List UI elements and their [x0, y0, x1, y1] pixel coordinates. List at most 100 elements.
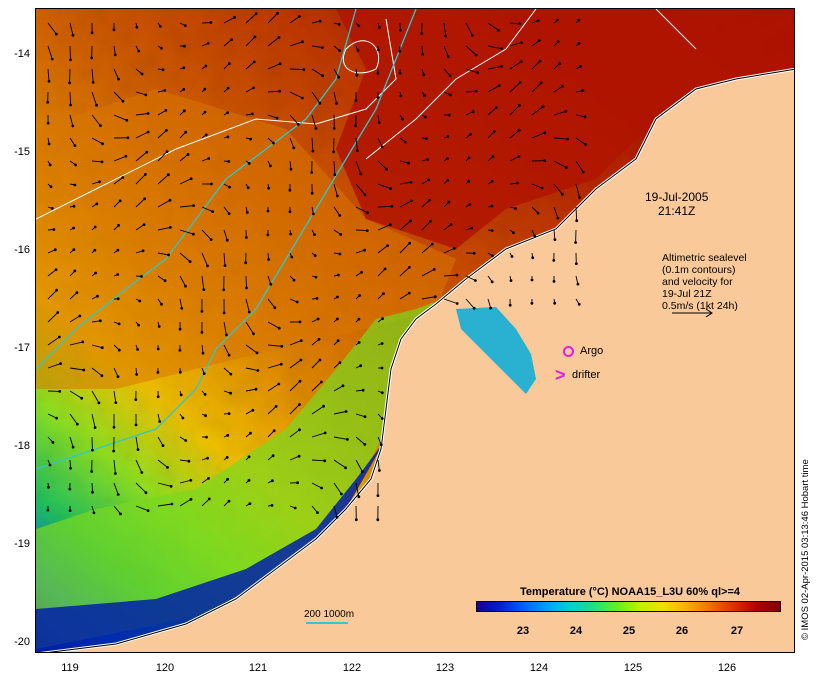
velocity-arrow-head: [401, 117, 404, 121]
velocity-arrow-head: [512, 231, 515, 235]
velocity-arrow: [377, 224, 391, 231]
velocity-arrow-head: [116, 493, 120, 496]
velocity-arrow-head: [56, 311, 60, 314]
velocity-arrow-head: [96, 294, 99, 298]
velocity-arrow-head: [320, 486, 323, 490]
velocity-arrow: [267, 430, 275, 438]
sst-map: [36, 9, 794, 652]
velocity-arrow-head: [376, 71, 380, 75]
velocity-arrow-head: [126, 136, 130, 140]
velocity-arrow: [487, 131, 495, 139]
velocity-arrow-head: [299, 358, 303, 362]
velocity-arrow: [575, 114, 586, 118]
velocity-arrow-head: [47, 79, 51, 83]
velocity-arrow-head: [447, 200, 451, 204]
velocity-arrow-head: [78, 314, 82, 318]
velocity-arrow-head: [298, 320, 302, 324]
orange-water-region: [36, 89, 456, 389]
velocity-arrow-head: [363, 248, 366, 252]
x-tick-label: 122: [342, 662, 362, 674]
velocity-arrow-head: [182, 88, 186, 91]
velocity-arrow: [91, 137, 103, 145]
velocity-arrow-head: [490, 204, 494, 208]
velocity-arrow-head: [146, 112, 150, 115]
velocity-arrow-head: [227, 412, 231, 415]
velocity-arrow: [377, 459, 380, 471]
velocity-arrow-head: [467, 156, 471, 160]
velocity-arrow: [91, 91, 97, 106]
velocity-arrow-head: [202, 372, 206, 375]
velocity-arrow-head: [135, 373, 138, 376]
velocity-arrow-head: [539, 81, 543, 85]
velocity-arrow-head: [169, 226, 172, 229]
velocity-arrow: [289, 404, 300, 415]
velocity-arrow-head: [338, 252, 342, 256]
drifter-label: drifter: [572, 369, 601, 381]
velocity-arrow-head: [340, 492, 343, 496]
velocity-arrow-head: [50, 57, 54, 61]
velocity-arrow-head: [295, 300, 299, 304]
velocity-arrow: [289, 380, 301, 392]
velocity-arrow-head: [520, 41, 523, 44]
velocity-arrow-head: [125, 118, 129, 122]
x-tick-label: 124: [529, 662, 549, 674]
velocity-arrow-head: [71, 33, 75, 37]
velocity-arrow-head: [90, 56, 94, 60]
velocity-arrow: [443, 45, 449, 57]
velocity-arrow-head: [118, 199, 122, 203]
velocity-arrow-head: [156, 371, 160, 374]
velocity-arrow-head: [252, 86, 256, 90]
velocity-arrow-head: [583, 115, 587, 119]
velocity-arrow: [421, 296, 436, 300]
velocity-arrow-head: [189, 177, 193, 181]
velocity-arrow: [223, 367, 232, 375]
velocity-arrow-head: [421, 52, 424, 56]
velocity-arrow-head: [93, 426, 97, 429]
velocity-arrow-head: [203, 87, 207, 91]
velocity-arrow: [157, 174, 169, 185]
velocity-arrow-head: [160, 46, 163, 50]
velocity-arrow: [91, 68, 94, 83]
velocity-arrow: [267, 90, 280, 93]
velocity-arrow-head: [169, 484, 173, 488]
velocity-arrow-head: [336, 194, 339, 198]
altimetry-line: Altimetric sealevel: [662, 252, 747, 264]
velocity-arrow-head: [323, 459, 327, 463]
velocity-arrow-head: [449, 222, 453, 226]
velocity-arrow-head: [472, 251, 476, 255]
velocity-arrow-head: [204, 64, 208, 68]
velocity-arrow-head: [160, 302, 163, 306]
velocity-arrow-head: [71, 124, 75, 128]
velocity-arrow-head: [561, 192, 564, 196]
velocity-arrow-head: [161, 444, 165, 447]
velocity-arrow: [47, 413, 57, 419]
velocity-arrow-head: [184, 284, 187, 288]
velocity-arrow-head: [469, 132, 472, 136]
velocity-arrow-head: [95, 103, 98, 107]
velocity-arrow-head: [354, 518, 358, 522]
velocity-arrow-head: [336, 339, 340, 343]
velocity-arrow: [91, 390, 100, 404]
velocity-arrow-head: [341, 384, 345, 388]
velocity-arrow: [509, 129, 520, 139]
velocity-arrow: [333, 411, 347, 415]
velocity-arrow: [311, 338, 320, 346]
velocity-arrow: [223, 39, 232, 47]
velocity-arrow-head: [161, 68, 165, 72]
y-tick-label: -14: [14, 48, 30, 60]
velocity-arrow-head: [165, 150, 169, 154]
time-line: 21:41Z: [658, 204, 696, 218]
velocity-arrow-head: [247, 455, 251, 459]
velocity-arrow: [311, 405, 324, 415]
velocity-arrow: [289, 91, 303, 99]
velocity-arrow-head: [470, 226, 474, 230]
velocity-arrow-head: [519, 60, 523, 63]
velocity-arrow: [179, 252, 191, 262]
velocity-arrow: [487, 107, 497, 116]
velocity-arrow-head: [51, 441, 55, 444]
velocity-arrow-head: [558, 62, 562, 65]
velocity-arrow-head: [581, 89, 585, 92]
velocity-arrow-head: [164, 109, 168, 112]
velocity-arrow-head: [269, 282, 273, 286]
velocity-arrow-head: [447, 113, 451, 117]
